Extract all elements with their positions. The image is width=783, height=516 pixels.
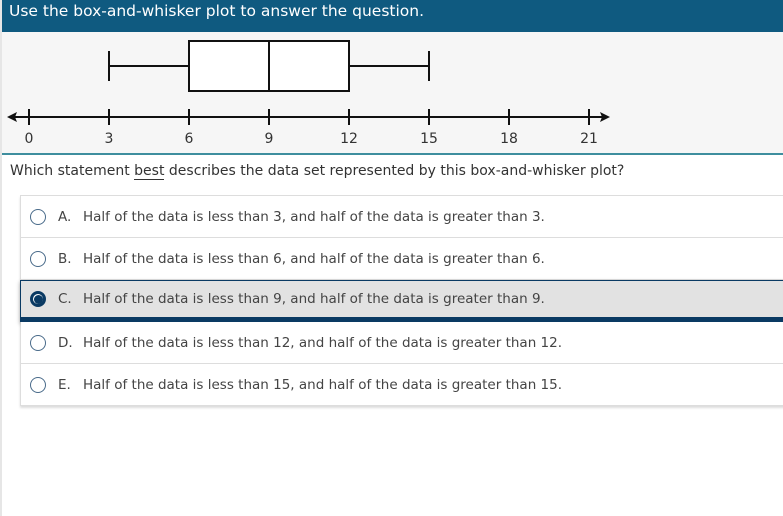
radio-button[interactable] (30, 376, 46, 393)
header-bar: Use the box-and-whisker plot to answer t… (2, 0, 783, 32)
tick-label: 0 (25, 131, 34, 147)
question-text: Which statement best describes the data … (10, 163, 625, 180)
question-part: describes the data set represented by th… (164, 163, 625, 179)
tick-label: 21 (580, 131, 598, 147)
option-a[interactable]: A. Half of the data is less than 3, and h… (21, 196, 783, 238)
option-b[interactable]: B. Half of the data is less than 6, and h… (21, 238, 783, 280)
axis-arrow-right (600, 112, 610, 122)
question-emphasis: best (134, 163, 165, 180)
tick-label: 9 (265, 131, 274, 147)
option-text: Half of the data is less than 9, and hal… (83, 291, 545, 307)
question-part: Which statement (10, 163, 135, 179)
tick-label: 15 (420, 131, 438, 147)
plot-area (2, 32, 783, 155)
radio-button[interactable] (30, 291, 46, 307)
tick-label: 18 (500, 131, 518, 147)
radio-button[interactable] (30, 208, 46, 225)
option-letter: E. (58, 376, 71, 393)
radio-button[interactable] (30, 250, 46, 267)
option-text: Half of the data is less than 15, and ha… (83, 376, 563, 393)
axis-arrow-left (7, 112, 17, 122)
option-text: Half of the data is less than 6, and hal… (83, 250, 545, 267)
tick-label: 3 (105, 131, 114, 147)
radio-button[interactable] (30, 334, 46, 351)
option-letter: C. (58, 291, 72, 307)
option-e[interactable]: E. Half of the data is less than 15, and … (21, 364, 783, 405)
tick-label: 12 (340, 131, 358, 147)
option-letter: B. (58, 250, 72, 267)
option-letter: A. (58, 208, 72, 225)
option-letter: D. (58, 334, 73, 351)
option-text: Half of the data is less than 12, and ha… (83, 334, 563, 351)
header-title: Use the box-and-whisker plot to answer t… (9, 2, 425, 20)
option-c[interactable]: C. Half of the data is less than 9, and h… (20, 280, 783, 322)
box-plot: 0 3 6 9 12 15 18 21 (7, 40, 610, 147)
answer-options: A. Half of the data is less than 3, and h… (20, 195, 783, 406)
option-text: Half of the data is less than 3, and hal… (83, 208, 545, 225)
option-d[interactable]: D. Half of the data is less than 12, and … (21, 322, 783, 364)
tick-label: 6 (185, 131, 194, 147)
